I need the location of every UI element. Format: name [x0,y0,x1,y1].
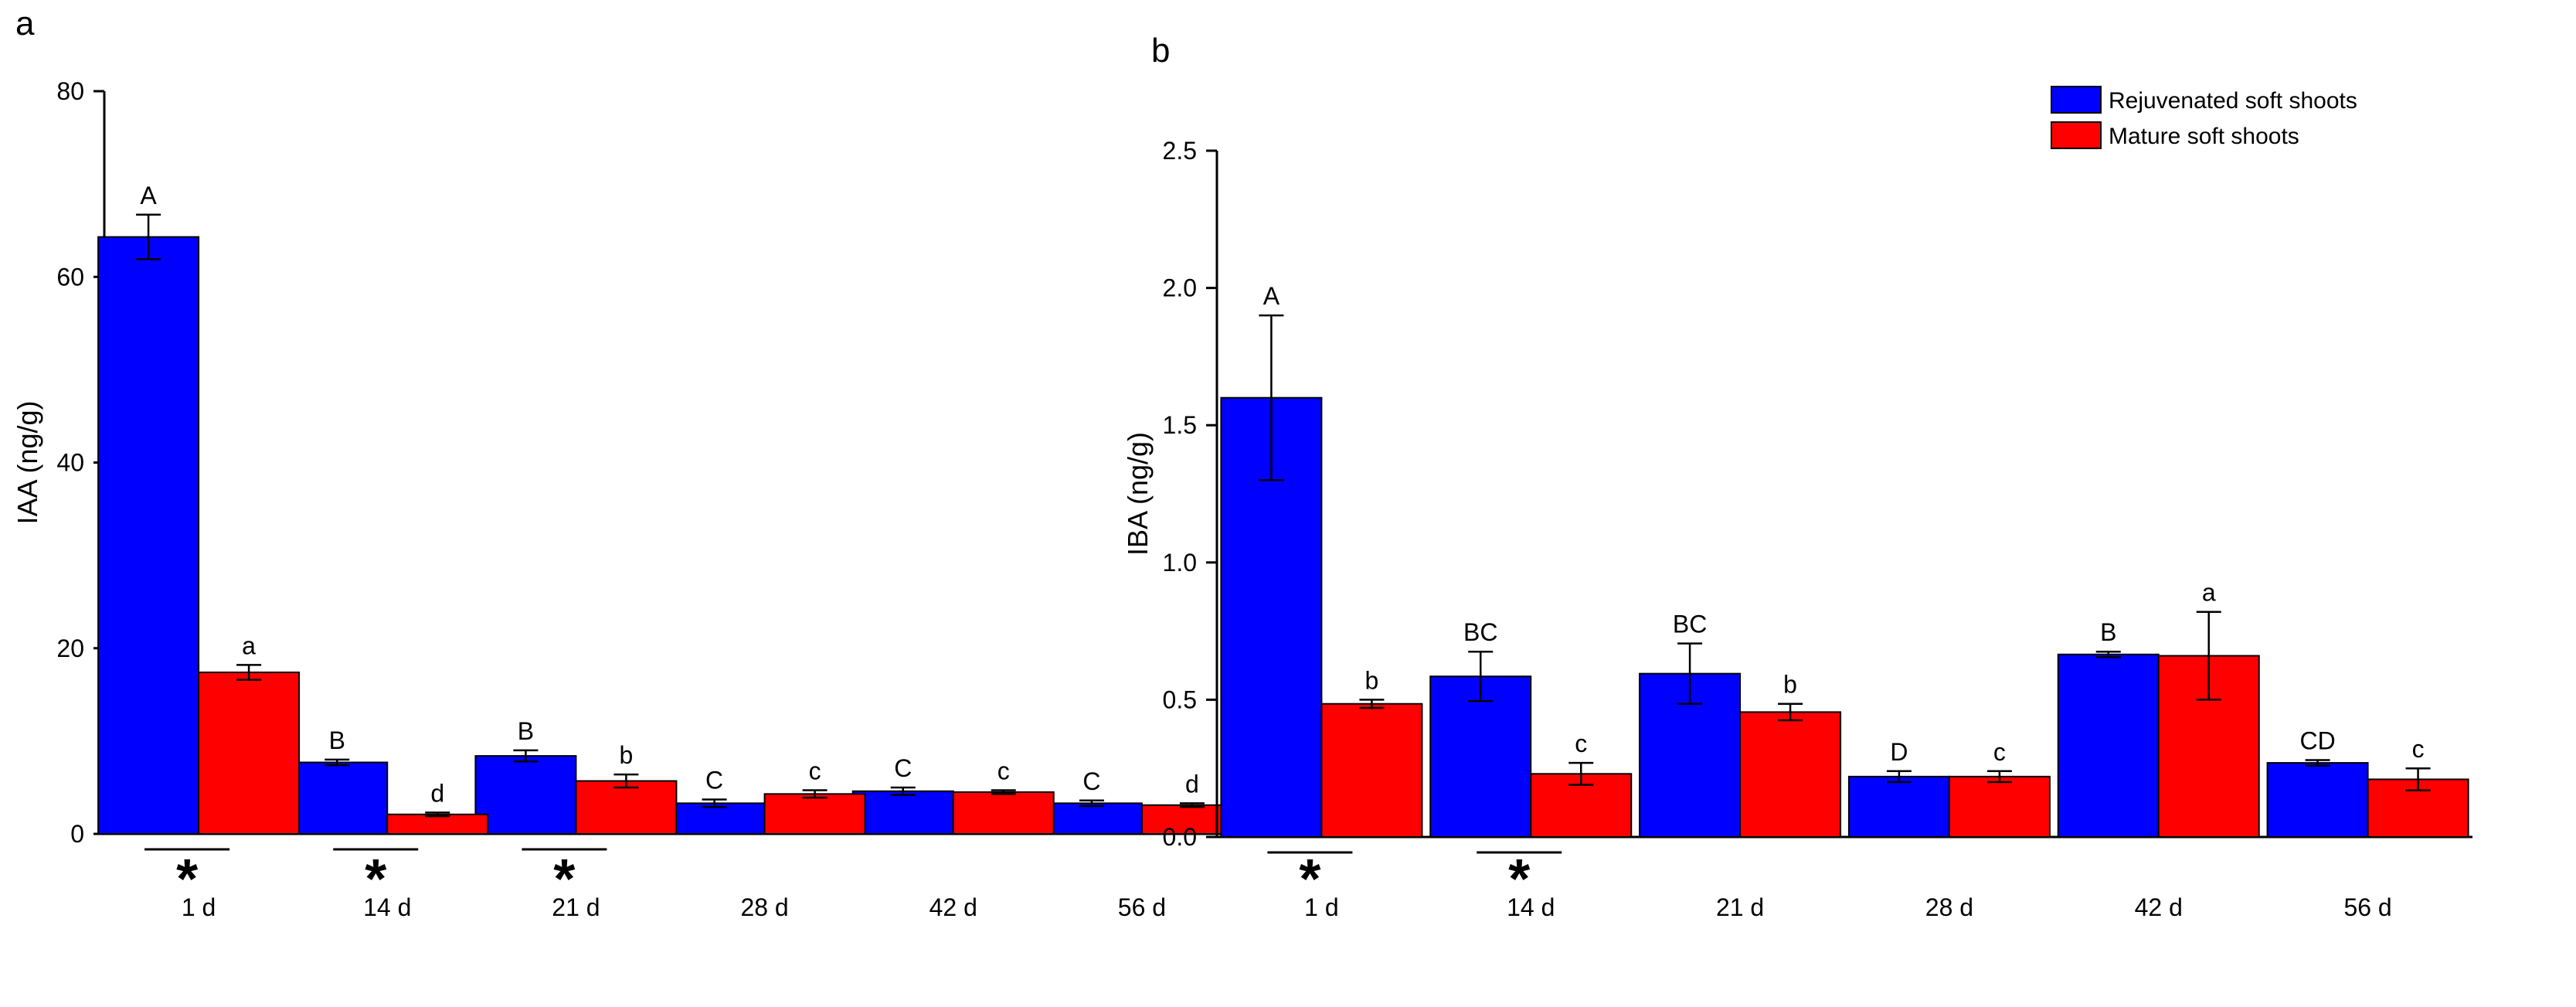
significance-letter: D [1890,738,1908,766]
x-tick-label: 14 d [1507,893,1555,921]
y-tick-label: 1.0 [1163,549,1197,577]
bar-rejuvenated-1 [286,761,389,835]
significance-letter: b [1783,671,1797,699]
bar-rejuvenated-5 [2266,762,2369,839]
x-tick-label: 14 d [363,893,411,921]
significance-letter: B [2100,618,2116,646]
legend-swatch-rejuvenated [2051,86,2102,114]
significance-letter: B [329,726,345,754]
significance-letter: A [140,182,157,209]
legend-label: Mature soft shoots [2109,124,2299,149]
significance-star: * [365,849,386,910]
bar-rejuvenated-4 [2057,653,2160,838]
x-tick-label: 56 d [2343,893,2391,921]
significance-letter: A [1263,282,1280,310]
x-tick-label: 1 d [1304,893,1338,921]
x-tick-label: 21 d [552,893,600,921]
significance-star: * [1508,849,1530,910]
bar-mature-0 [1320,703,1423,839]
bar-mature-4 [952,791,1055,835]
significance-letter: c [1993,738,2006,766]
y-axis-label: IAA (ng/g) [12,400,43,524]
significance-letter: c [997,757,1010,785]
significance-letter: d [1185,770,1199,798]
y-tick-label: 60 [56,263,84,291]
y-tick-label: 2.0 [1163,274,1197,302]
bar-rejuvenated-3 [1847,775,1950,839]
x-tick-label: 28 d [740,893,788,921]
significance-letter: a [242,631,256,659]
legend-swatch-mature [2051,121,2102,149]
x-tick-label: 21 d [1716,893,1764,921]
significance-letter: a [2202,579,2216,607]
bar-rejuvenated-0 [97,236,200,835]
significance-letter: c [809,757,821,785]
significance-letter: c [2412,735,2425,763]
significance-star: * [176,849,198,910]
bar-rejuvenated-5 [1040,802,1143,835]
chart-panel-a: a 0 20 40 60 80 IAA (ng/g) A B B C C Ca d b c c d 1 d 14 d 2… [12,5,1243,921]
bar-mature-3 [1948,775,2051,839]
bar-rejuvenated-1 [1429,675,1532,839]
y-tick-label: 20 [56,634,84,662]
significance-letter: BC [1673,611,1707,638]
x-tick-label: 28 d [1925,893,1973,921]
significance-letter: CD [2299,727,2335,755]
y-tick-label: 0.5 [1163,686,1197,713]
y-tick-label: 1.5 [1163,411,1197,439]
significance-letter: BC [1463,618,1497,646]
y-tick-label: 0 [70,820,84,848]
x-tick-label: 42 d [2135,893,2183,921]
significance-letter: C [894,754,912,782]
bar-mature-1 [386,813,489,835]
bar-mature-2 [1739,711,1842,838]
bar-mature-2 [575,780,678,835]
significance-letter: d [430,779,444,807]
panel-label: b [1151,32,1170,70]
significance-star: * [553,849,575,910]
significance-letter: c [1575,730,1587,757]
panel-label: a [15,5,35,43]
significance-letter: b [620,741,634,769]
significance-letter: B [518,717,534,745]
significance-letter: C [1082,767,1100,795]
y-tick-label: 2.5 [1163,137,1197,165]
bar-rejuvenated-2 [474,755,577,835]
bar-rejuvenated-3 [663,802,766,835]
bar-mature-0 [198,671,301,835]
x-tick-label: 1 d [182,893,216,921]
significance-letter: b [1365,666,1379,694]
significance-star: * [1299,849,1320,910]
x-tick-label: 42 d [929,893,977,921]
y-tick-label: 0.0 [1163,823,1197,851]
significance-letter: C [705,767,723,794]
y-axis-label: IBA (ng/g) [1122,432,1154,556]
bar-rejuvenated-4 [851,790,954,835]
x-tick-label: 56 d [1118,893,1166,921]
legend-label: Rejuvenated soft shoots [2109,88,2357,114]
y-tick-label: 40 [56,449,84,477]
bar-mature-3 [763,793,866,835]
y-tick-label: 80 [56,77,84,105]
